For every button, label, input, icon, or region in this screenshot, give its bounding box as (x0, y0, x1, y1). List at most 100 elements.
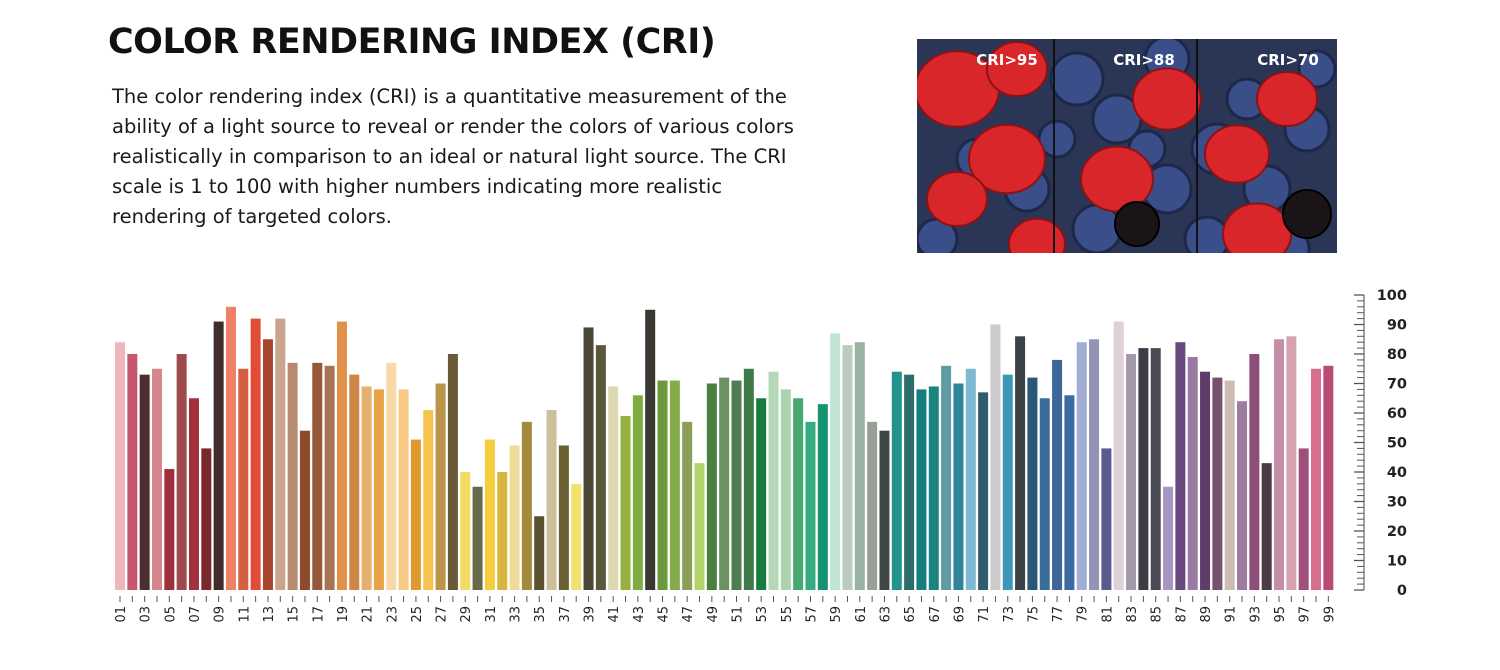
y-axis: 0 10 20 30 40 50 60 70 80 90 100 (1354, 288, 1407, 599)
x-tick-label: 53 (755, 606, 770, 623)
y-tick-label: 30 (1387, 495, 1407, 511)
bar-97 (1298, 448, 1309, 590)
bar-44 (645, 309, 656, 590)
x-tick-label: 23 (385, 606, 400, 623)
bar-10 (225, 306, 236, 590)
page-title: COLOR RENDERING INDEX (CRI) (108, 22, 716, 62)
bar-52 (743, 368, 754, 590)
bar-33 (509, 445, 520, 590)
x-tick-label: 33 (509, 606, 524, 623)
bar-59 (830, 333, 841, 590)
bar-53 (756, 398, 767, 590)
bar-43 (632, 395, 643, 590)
bar-73 (1002, 374, 1013, 590)
bar-75 (1027, 377, 1038, 590)
bar-49 (706, 383, 717, 590)
cri-bar-chart: 01 03 05 07 09 11 13 15 17 19 21 23 25 27 29 31 33 35 37 39… (114, 288, 1407, 623)
x-tick-label: 77 (1051, 606, 1066, 623)
y-tick-label: 90 (1387, 318, 1407, 334)
x-tick-label: 83 (1125, 606, 1140, 623)
bar-38 (571, 483, 582, 590)
y-tick-label: 100 (1377, 288, 1407, 304)
x-tick-label: 51 (731, 606, 746, 623)
y-tick-label: 60 (1387, 406, 1407, 422)
x-tick-label: 81 (1100, 606, 1115, 623)
bar-47 (682, 421, 693, 590)
bar-71 (978, 392, 989, 590)
strawberry-shape (968, 123, 1046, 195)
bar-25 (410, 439, 421, 590)
fruit-illustration (917, 39, 1337, 253)
bar-64 (891, 371, 902, 590)
x-tick-label: 09 (213, 606, 228, 623)
bar-66 (916, 389, 927, 590)
bar-29 (460, 472, 471, 590)
blueberry-shape (1297, 49, 1337, 89)
bar-86 (1163, 486, 1174, 590)
strawberry-shape (986, 41, 1048, 97)
bar-23 (386, 362, 397, 590)
bar-31 (484, 439, 495, 590)
bar-81 (1101, 448, 1112, 590)
bar-77 (1052, 359, 1063, 590)
x-tick-label: 29 (459, 606, 474, 623)
panel-label-cri88: CRI>88 (1113, 51, 1175, 69)
bar-93 (1249, 354, 1260, 590)
strawberry-shape (1132, 67, 1202, 131)
bar-22 (373, 389, 384, 590)
x-tick-label: 57 (804, 606, 819, 623)
bar-37 (558, 445, 569, 590)
bar-78 (1064, 395, 1075, 590)
bar-63 (879, 430, 890, 590)
bar-02 (127, 354, 138, 590)
bar-79 (1076, 342, 1087, 590)
x-tick-label: 25 (410, 606, 425, 623)
bar-04 (151, 368, 162, 590)
x-tick-label: 13 (262, 606, 277, 623)
x-tick-label: 55 (780, 606, 795, 623)
bar-89 (1200, 371, 1211, 590)
strawberry-shape (1222, 202, 1292, 253)
bar-41 (608, 386, 619, 590)
x-tick-label: 01 (114, 606, 129, 623)
x-tick-label: 37 (558, 606, 573, 623)
y-tick-label: 10 (1387, 554, 1407, 570)
bar-85 (1150, 348, 1161, 590)
x-tick-label: 69 (952, 606, 967, 623)
strawberry-shape (926, 171, 988, 227)
y-tick-label: 0 (1397, 583, 1407, 599)
bar-98 (1311, 368, 1322, 590)
bar-27 (435, 383, 446, 590)
bar-35 (534, 516, 545, 590)
x-tick-label: 41 (607, 606, 622, 623)
strawberry-shape (1256, 71, 1318, 127)
bar-46 (669, 380, 680, 590)
description-text: The color rendering index (CRI) is a qua… (112, 85, 794, 228)
bar-19 (336, 321, 347, 590)
bar-20 (349, 374, 360, 590)
bar-17 (312, 362, 323, 590)
x-tick-label: 59 (829, 606, 844, 623)
x-tick-label: 43 (632, 606, 647, 623)
panel-label-cri70: CRI>70 (1257, 51, 1319, 69)
strawberry-shape (1080, 145, 1154, 213)
bar-09 (213, 321, 224, 590)
x-tick-label: 67 (928, 606, 943, 623)
x-tick-label: 31 (484, 606, 499, 623)
blueberry-shape (1049, 51, 1105, 107)
bar-56 (793, 398, 804, 590)
x-tick-label: 45 (657, 606, 672, 623)
bar-39 (583, 327, 594, 590)
bar-74 (1015, 336, 1026, 590)
x-tick-label: 79 (1076, 606, 1091, 623)
y-tick-label: 70 (1387, 377, 1407, 393)
bar-95 (1274, 339, 1285, 590)
bar-28 (447, 354, 458, 590)
bar-30 (472, 486, 483, 590)
bar-26 (423, 410, 434, 590)
bar-05 (164, 469, 175, 590)
bar-94 (1261, 463, 1272, 590)
bar-72 (990, 324, 1001, 590)
bar-65 (904, 374, 915, 590)
bar-24 (398, 389, 409, 590)
